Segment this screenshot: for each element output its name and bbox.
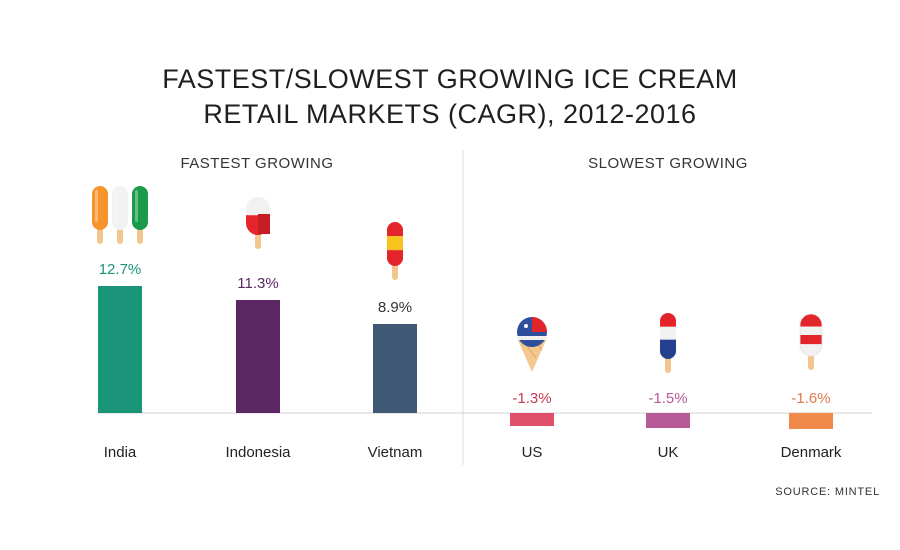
bar-us (510, 413, 554, 426)
category-label-denmark: Denmark (781, 444, 842, 461)
title-line-2: RETAIL MARKETS (CAGR), 2012-2016 (203, 99, 697, 129)
tricolor-popsicles-icon (92, 186, 148, 244)
bar-india (98, 286, 142, 413)
value-label-denmark: -1.6% (791, 390, 830, 407)
bar-vietnam (373, 324, 417, 413)
red-white-striped-popsicle-icon (799, 313, 823, 370)
category-label-vietnam: Vietnam (368, 444, 423, 461)
section-label-fastest: FASTEST GROWING (180, 155, 333, 172)
bar-uk (646, 413, 690, 428)
category-label-uk: UK (658, 444, 679, 461)
value-label-india: 12.7% (99, 261, 142, 278)
red-white-popsicle-icon (246, 197, 270, 249)
title-line-1: FASTEST/SLOWEST GROWING ICE CREAM (162, 64, 738, 94)
value-label-indonesia: 11.3% (237, 275, 278, 292)
category-label-india: India (104, 444, 137, 461)
red-white-blue-popsicle-icon (660, 313, 676, 373)
section-label-slowest: SLOWEST GROWING (588, 155, 748, 172)
value-label-vietnam: 8.9% (378, 299, 412, 316)
bar-denmark (789, 413, 833, 429)
value-label-uk: -1.5% (648, 390, 687, 407)
value-label-us: -1.3% (512, 390, 551, 407)
red-yellow-popsicle-icon (387, 222, 403, 280)
ice-cream-cone-icon (517, 317, 547, 372)
category-label-indonesia: Indonesia (225, 444, 291, 461)
source-note: SOURCE: MINTEL (775, 486, 880, 498)
category-label-us: US (522, 444, 543, 461)
bar-indonesia (236, 300, 280, 413)
